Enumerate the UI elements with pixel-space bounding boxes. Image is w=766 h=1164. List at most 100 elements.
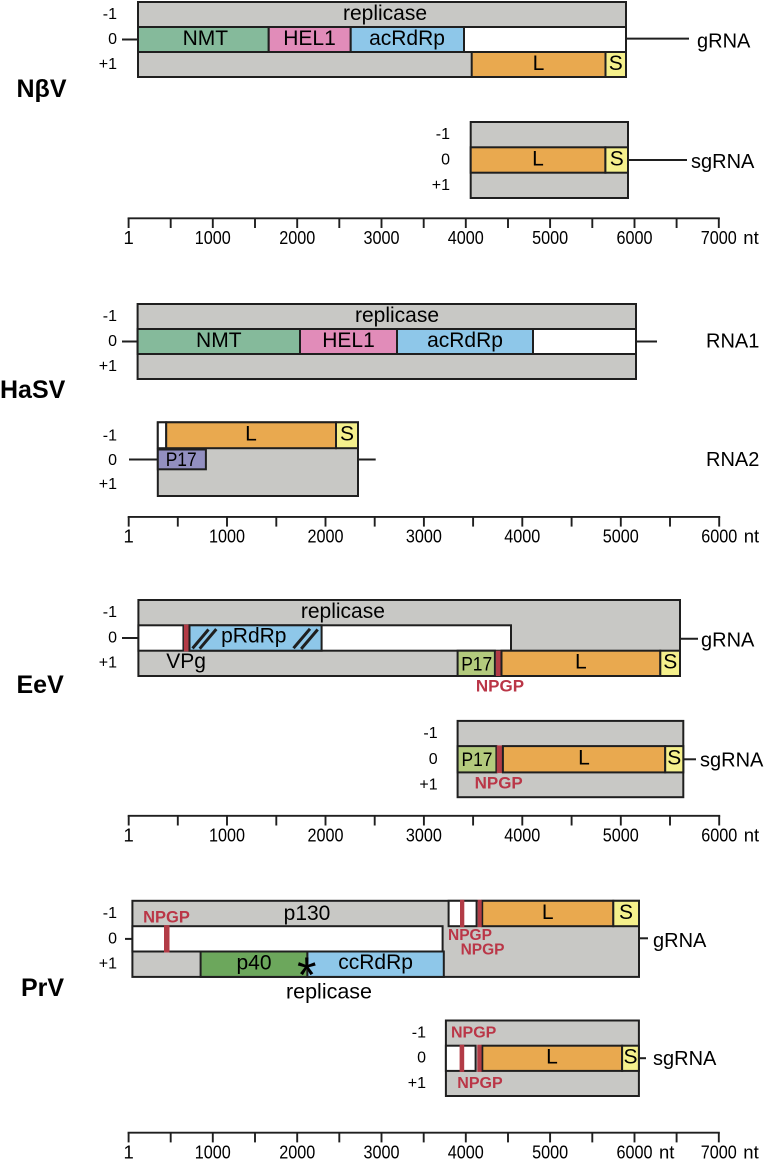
- svg-text:0: 0: [108, 31, 117, 48]
- svg-text:-1: -1: [103, 428, 117, 445]
- svg-text:nt: nt: [744, 526, 759, 547]
- svg-text:NPGP: NPGP: [476, 677, 524, 696]
- svg-text:acRdRp: acRdRp: [369, 27, 445, 50]
- svg-text:+1: +1: [99, 358, 117, 375]
- svg-text:S: S: [340, 423, 354, 446]
- svg-text:P17: P17: [461, 653, 492, 675]
- svg-text:2000: 2000: [279, 227, 315, 248]
- svg-text:1000: 1000: [209, 825, 245, 846]
- svg-text:*: *: [297, 947, 316, 1003]
- svg-text:0: 0: [417, 1050, 426, 1067]
- svg-text:3000: 3000: [364, 1142, 400, 1163]
- svg-text:-1: -1: [103, 6, 117, 23]
- svg-text:+1: +1: [99, 655, 117, 672]
- svg-text:sgRNA: sgRNA: [700, 749, 764, 771]
- svg-text:4000: 4000: [448, 227, 484, 248]
- svg-text:1: 1: [123, 1142, 133, 1163]
- svg-text:-1: -1: [423, 725, 437, 742]
- svg-text:pRdRp: pRdRp: [221, 625, 286, 648]
- svg-text:nt: nt: [743, 1142, 758, 1163]
- svg-text:EeV: EeV: [17, 671, 65, 699]
- svg-text:sgRNA: sgRNA: [691, 151, 755, 173]
- svg-text:L: L: [575, 651, 587, 674]
- svg-text:6000: 6000: [617, 1142, 653, 1163]
- svg-text:4000: 4000: [448, 1142, 484, 1163]
- svg-text:gRNA: gRNA: [653, 930, 707, 952]
- svg-text:nt: nt: [743, 227, 758, 248]
- svg-text:p40: p40: [236, 952, 271, 975]
- svg-text:nt: nt: [744, 825, 759, 846]
- svg-text:+1: +1: [419, 776, 437, 793]
- svg-text:replicase: replicase: [343, 2, 427, 25]
- svg-text:NPGP: NPGP: [451, 1025, 497, 1042]
- svg-text:1000: 1000: [195, 1142, 231, 1163]
- svg-text:S: S: [619, 901, 633, 924]
- svg-text:5000: 5000: [532, 1142, 568, 1163]
- svg-text:0: 0: [108, 930, 117, 947]
- svg-text:1: 1: [123, 227, 133, 248]
- svg-text:NPGP: NPGP: [457, 1075, 503, 1092]
- svg-text:7000: 7000: [701, 227, 737, 248]
- svg-text:-1: -1: [412, 1025, 426, 1042]
- svg-text:-1: -1: [103, 905, 117, 922]
- svg-text:sgRNA: sgRNA: [653, 1048, 717, 1070]
- svg-text:acRdRp: acRdRp: [427, 329, 503, 352]
- svg-text:HEL1: HEL1: [322, 329, 375, 352]
- svg-text:nt: nt: [659, 1142, 674, 1163]
- svg-text:L: L: [546, 1046, 558, 1069]
- svg-text:5000: 5000: [532, 227, 568, 248]
- svg-text:PrV: PrV: [21, 974, 64, 1002]
- svg-text:NPGP: NPGP: [448, 927, 492, 944]
- svg-text:gRNA: gRNA: [701, 629, 755, 651]
- svg-text:P17: P17: [462, 749, 493, 771]
- svg-text:p130: p130: [284, 902, 331, 925]
- svg-text:HaSV: HaSV: [0, 376, 66, 404]
- svg-text:NMT: NMT: [183, 27, 229, 50]
- svg-text:NMT: NMT: [196, 329, 242, 352]
- svg-text:+1: +1: [432, 177, 450, 194]
- svg-text:VPg: VPg: [166, 650, 206, 673]
- svg-text:0: 0: [429, 751, 438, 768]
- svg-text:NPGP: NPGP: [475, 773, 523, 792]
- svg-text:+1: +1: [99, 956, 117, 973]
- svg-text:NPGP: NPGP: [461, 942, 505, 959]
- svg-text:2000: 2000: [279, 1142, 315, 1163]
- svg-text:6000: 6000: [617, 227, 653, 248]
- svg-text:0: 0: [108, 333, 117, 350]
- svg-text:0: 0: [108, 452, 117, 469]
- svg-text:L: L: [533, 52, 545, 75]
- svg-text:2000: 2000: [308, 825, 344, 846]
- svg-text:replicase: replicase: [355, 304, 439, 327]
- svg-text:RNA2: RNA2: [706, 449, 759, 471]
- svg-text:RNA1: RNA1: [706, 331, 759, 353]
- svg-text:replicase: replicase: [286, 980, 372, 1004]
- svg-text:1000: 1000: [209, 526, 245, 547]
- svg-text:0: 0: [441, 152, 450, 169]
- svg-text:4000: 4000: [504, 526, 540, 547]
- svg-text:-1: -1: [103, 604, 117, 621]
- svg-text:5000: 5000: [603, 526, 639, 547]
- svg-text:7000: 7000: [701, 1142, 737, 1163]
- svg-text:-1: -1: [103, 308, 117, 325]
- svg-text:HEL1: HEL1: [283, 27, 336, 50]
- svg-text:+1: +1: [99, 476, 117, 493]
- svg-text:3000: 3000: [406, 526, 442, 547]
- svg-text:S: S: [663, 651, 677, 674]
- svg-text:1: 1: [124, 526, 134, 547]
- svg-text:NPGP: NPGP: [143, 909, 190, 927]
- svg-text:5000: 5000: [603, 825, 639, 846]
- svg-text:P17: P17: [166, 449, 197, 471]
- svg-text:3000: 3000: [364, 227, 400, 248]
- svg-text:1: 1: [124, 825, 134, 846]
- svg-text:L: L: [542, 901, 554, 924]
- svg-text:6000: 6000: [701, 825, 737, 846]
- svg-text:2000: 2000: [308, 526, 344, 547]
- svg-text:6000: 6000: [701, 526, 737, 547]
- svg-text:gRNA: gRNA: [697, 31, 751, 53]
- svg-text:-1: -1: [436, 126, 450, 143]
- svg-text:ccRdRp: ccRdRp: [338, 951, 413, 974]
- svg-text:replicase: replicase: [301, 600, 385, 623]
- svg-text:L: L: [578, 747, 590, 770]
- svg-text:0: 0: [108, 629, 117, 646]
- svg-text:1000: 1000: [195, 227, 231, 248]
